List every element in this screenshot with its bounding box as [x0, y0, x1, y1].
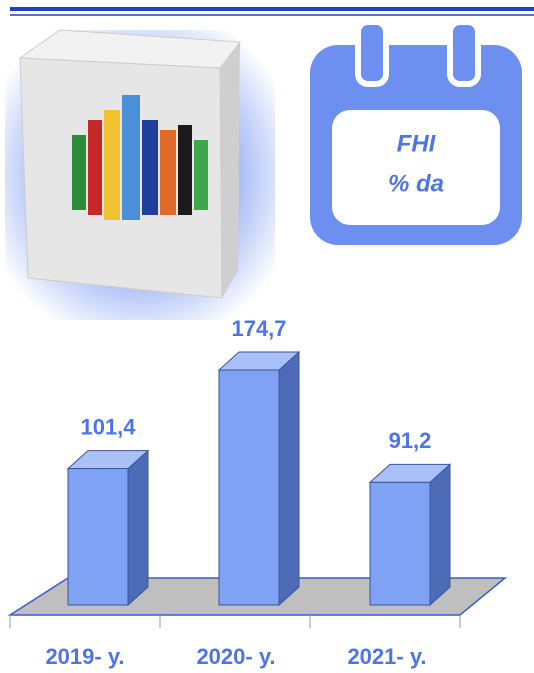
- x-tick-label: 2020- y.: [196, 644, 275, 669]
- x-tick-label: 2019- y.: [45, 644, 124, 669]
- product-box: [5, 30, 275, 320]
- x-tick-label: 2021- y.: [347, 644, 426, 669]
- calendar-text: % da: [388, 170, 444, 197]
- calendar-text: FHI: [397, 130, 437, 157]
- value-label: 101,4: [80, 414, 136, 439]
- value-label: 174,7: [231, 316, 286, 341]
- bar: [219, 370, 279, 605]
- chart: FHI % da 101,4 2019- y. 174,7 2020- y. 91,2 2…: [0, 0, 534, 673]
- value-label: 91,2: [389, 428, 432, 453]
- bar-side: [279, 352, 299, 605]
- bar: [370, 482, 430, 605]
- header-rule: [10, 9, 534, 15]
- calendar-icon: FHI % da: [310, 22, 522, 245]
- bar-side: [128, 451, 148, 605]
- bar-side: [430, 464, 450, 605]
- bar: [68, 469, 128, 605]
